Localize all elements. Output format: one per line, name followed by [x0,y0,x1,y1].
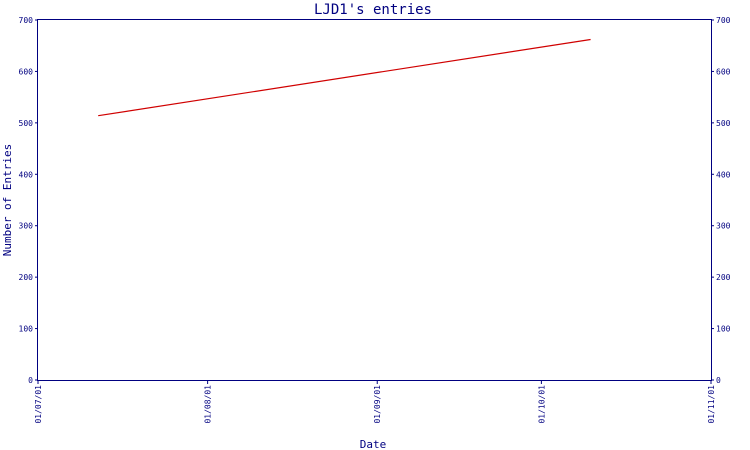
plot-area-frame [37,19,712,381]
y-tick-label-left: 200 [19,273,34,282]
y-axis-left: 0 100 200 300 400 500 600 700 [19,16,38,385]
y-tick-label-right: 700 [716,16,731,25]
y-tick-label-right: 600 [716,67,731,76]
y-tick-label-right: 200 [716,273,731,282]
y-tick-label-left: 0 [28,376,33,385]
x-axis: 01/07/01 01/08/01 01/09/01 01/10/01 01/11/01 [34,380,716,424]
chart-title: LJD1's entries [314,2,432,18]
y-tick-label-left: 700 [19,16,34,25]
y-axis-label: Number of Entries [1,144,14,257]
x-tick-label: 01/11/01 [707,385,716,424]
series-layer [98,38,591,117]
y-tick-label-left: 100 [19,325,34,334]
x-tick-label: 01/10/01 [537,385,546,424]
y-tick-label-left: 600 [19,67,34,76]
y-tick-label-right: 500 [716,119,731,128]
series-line-0 [98,38,591,117]
x-axis-label: Date [360,438,387,450]
y-tick-label-right: 300 [716,222,731,231]
y-tick-label-right: 400 [716,170,731,179]
y-tick-label-right: 0 [716,376,721,385]
x-tick-label: 01/07/01 [34,385,43,424]
y-axis-right: 0 100 200 300 400 500 600 700 [711,16,731,385]
x-tick-label: 01/09/01 [373,385,382,424]
y-tick-label-left: 500 [19,119,34,128]
y-tick-label-right: 100 [716,325,731,334]
y-tick-label-left: 400 [19,170,34,179]
x-tick-label: 01/08/01 [204,385,213,424]
y-tick-label-left: 300 [19,222,34,231]
